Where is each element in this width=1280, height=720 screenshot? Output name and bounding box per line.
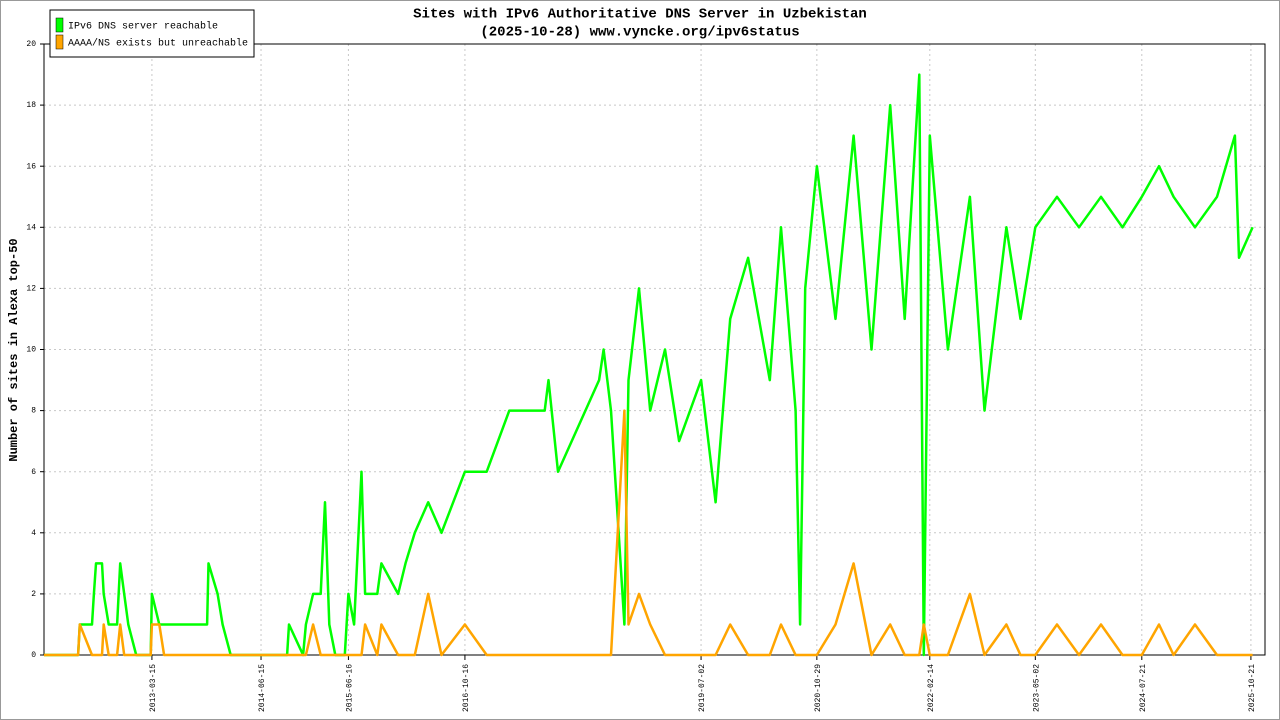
y-axis-label: Number of sites in Alexa top-50 [7,238,21,461]
legend: IPv6 DNS server reachable AAAA/NS exists … [49,9,255,58]
y-tick-label: 12 [26,285,36,294]
x-tick-label: 2019-07-02 [698,664,707,712]
y-tick-label: 8 [31,407,36,416]
x-tick-label: 2023-05-02 [1032,664,1041,712]
series-line [44,409,1253,657]
y-tick-label: 4 [31,529,36,538]
x-tick-label: 2015-06-16 [345,664,354,712]
x-tick-label: 2013-03-15 [149,664,158,712]
y-tick-label: 16 [26,162,36,171]
x-tick-label: 2020-10-29 [814,664,823,712]
y-tick-label: 18 [26,101,36,110]
y-tick-label: 14 [26,223,36,232]
x-tick-label: 2016-10-16 [462,664,471,712]
plot-border [43,43,1266,656]
x-tick-label: 2014-06-15 [258,664,267,712]
legend-label: IPv6 DNS server reachable [68,21,218,33]
x-tick-label: 2022-02-14 [927,664,936,712]
legend-swatch [55,34,64,50]
chart-subtitle: (2025-10-28) www.vyncke.org/ipv6status [480,25,799,41]
legend-label: AAAA/NS exists but unreachable [68,38,248,50]
y-tick-label: 2 [31,590,36,599]
series-line [44,73,1254,657]
y-tick-label: 20 [26,40,36,49]
y-tick-label: 0 [31,651,36,660]
legend-box [49,9,255,58]
legend-swatch [55,17,64,33]
x-tick-label: 2025-10-21 [1248,664,1257,712]
y-tick-label: 6 [31,468,36,477]
y-tick-label: 10 [26,346,36,355]
x-tick-label: 2024-07-21 [1139,664,1148,712]
chart-title: Sites with IPv6 Authoritative DNS Server… [413,7,867,23]
